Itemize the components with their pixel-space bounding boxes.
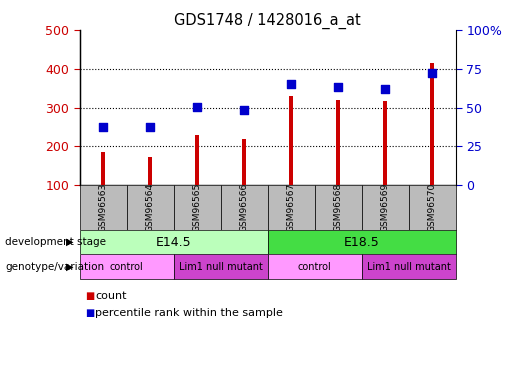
Bar [383,101,387,185]
Bar [195,135,199,185]
Point [240,107,248,113]
Text: control: control [110,262,144,272]
Bar [336,100,340,185]
Point [99,124,108,130]
Bar [315,185,362,230]
Bar [148,157,152,185]
Bar [362,255,456,279]
Text: percentile rank within the sample: percentile rank within the sample [95,308,283,318]
Point [381,86,389,92]
Bar [409,185,456,230]
Point [193,104,201,110]
Text: GSM96566: GSM96566 [240,183,249,232]
Point [428,70,436,76]
Text: Lim1 null mutant: Lim1 null mutant [367,262,451,272]
Text: genotype/variation: genotype/variation [5,262,104,272]
Text: GSM96570: GSM96570 [428,183,437,232]
Text: development stage: development stage [5,237,106,247]
Bar [174,255,268,279]
Text: ■: ■ [85,291,94,301]
Bar [127,185,174,230]
Bar [80,230,268,255]
Text: GSM96564: GSM96564 [146,183,155,232]
Text: GSM96563: GSM96563 [99,183,108,232]
Bar [268,185,315,230]
Text: count: count [95,291,127,301]
Bar [221,185,268,230]
Text: E18.5: E18.5 [344,236,380,249]
Text: GSM96567: GSM96567 [287,183,296,232]
Text: control: control [298,262,332,272]
Point [334,84,342,90]
Bar [431,63,434,185]
Bar [268,255,362,279]
Bar [174,185,221,230]
Point [287,81,296,87]
Bar [268,230,456,255]
Title: GDS1748 / 1428016_a_at: GDS1748 / 1428016_a_at [175,12,361,28]
Bar [101,152,105,185]
Text: Lim1 null mutant: Lim1 null mutant [179,262,263,272]
Bar [80,185,127,230]
Point [146,124,154,130]
Text: ▶: ▶ [66,237,73,247]
Bar [80,255,174,279]
Text: ▶: ▶ [66,262,73,272]
Text: ■: ■ [85,308,94,318]
Bar [243,140,246,185]
Text: GSM96569: GSM96569 [381,183,390,232]
Bar [362,185,409,230]
Text: GSM96565: GSM96565 [193,183,202,232]
Text: E14.5: E14.5 [156,236,192,249]
Bar [289,96,293,185]
Text: GSM96568: GSM96568 [334,183,343,232]
